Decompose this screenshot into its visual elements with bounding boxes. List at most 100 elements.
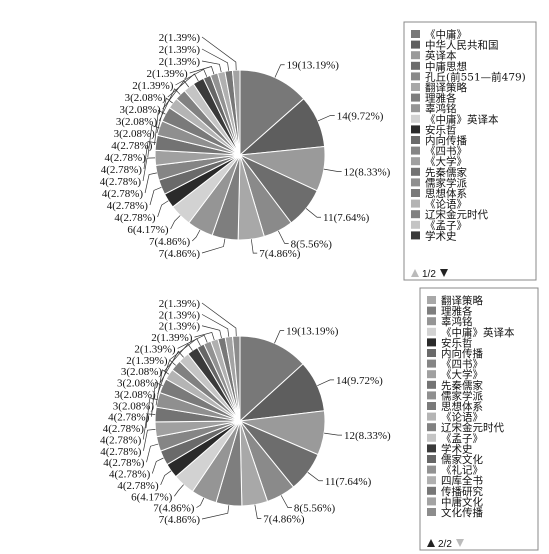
legend-item-label: 翻译策略 [441, 294, 483, 307]
legend: 《中庸》中华人民共和国英译本中庸思想孔丘(前551—前479)翻译策略理雅各辜鸿… [403, 21, 537, 281]
slice-value-label: 4(2.78%) [111, 140, 153, 152]
legend-swatch [411, 114, 420, 123]
slice-leader-line [149, 186, 162, 206]
slice-leader-line [201, 302, 237, 337]
legend-swatch [427, 338, 436, 347]
legend-item-label: 中华人民共和国 [425, 39, 499, 52]
legend-swatch [411, 231, 420, 240]
legend-swatch [411, 83, 420, 91]
slice-value-label: 2(1.39%) [151, 332, 193, 344]
pie-slice [239, 335, 304, 423]
legend-swatch [427, 508, 436, 516]
pie-chart-top: 19(13.19%) 14(9.72%) 12(8.33%) 11(7.64%) 8(5… [100, 21, 537, 281]
slice-value-label: 4(2.78%) [109, 469, 151, 481]
slice-value-label: 19(13.19%) [286, 326, 339, 338]
slice-value-label: 4(2.78%) [117, 480, 159, 492]
slice-value-label: 6(4.17%) [127, 224, 169, 236]
slice-value-label: 2(1.39%) [159, 56, 201, 68]
slice-leader-line [201, 48, 230, 71]
slice-value-label: 3(2.08%) [117, 378, 159, 390]
legend-swatch [427, 465, 436, 474]
legend-item-label: 孔丘(前551—前479) [425, 70, 526, 83]
legend-page-up-icon[interactable] [427, 539, 435, 547]
slice-value-label: 2(1.39%) [132, 80, 174, 92]
legend-swatch [411, 189, 420, 197]
legend-page-down-icon[interactable] [456, 539, 464, 547]
slice-value-label: 4(2.78%) [103, 423, 145, 435]
slice-value-label: 3(2.08%) [114, 128, 156, 140]
slice-leader-line [317, 379, 335, 387]
legend-item-label: 《中庸》英译本 [441, 326, 515, 339]
legend-swatch [411, 51, 420, 60]
legend-swatch [427, 306, 436, 315]
slice-leader-line [174, 484, 184, 497]
slice-value-label: 2(1.39%) [159, 44, 201, 56]
legend-swatch [427, 412, 436, 421]
legend-item-label: 辜鸿铭 [425, 102, 457, 115]
slice-leader-line [201, 314, 230, 337]
legend-item-label: 传播研究 [441, 485, 483, 498]
legend-item-label: 思想体系 [441, 400, 483, 413]
legend-swatch [411, 167, 420, 176]
legend-item-label: 《孟子》 [441, 433, 483, 445]
slice-value-label: 12(8.33%) [344, 430, 391, 442]
slice-leader-line [143, 429, 156, 451]
slice-leader-line [157, 359, 176, 395]
slice-leader-line [274, 330, 285, 344]
slice-value-label: 4(2.78%) [100, 176, 142, 188]
legend-swatch [427, 402, 436, 410]
slice-leader-line [194, 331, 215, 341]
slice-leader-line [155, 369, 170, 406]
slice-value-label: 2(1.39%) [126, 355, 168, 367]
legend-swatch [427, 359, 436, 368]
legend-page-indicator: 2/2 [438, 539, 452, 550]
slice-value-label: 8(5.56%) [294, 503, 336, 515]
legend-item-label: 辜鸿铭 [441, 315, 473, 328]
legend-swatch [427, 486, 436, 495]
legend: 翻译策略理雅各辜鸿铭《中庸》英译本安乐哲内向传播《四书》《大学》先秦儒家儒家学派… [419, 287, 539, 551]
legend-item-label: 《中庸》 [425, 28, 467, 41]
slice-value-label: 14(9.72%) [336, 375, 383, 387]
legend-swatch [411, 61, 420, 70]
slice-leader-line [278, 230, 289, 244]
legend-item-label: 《四书》 [441, 359, 483, 371]
slice-leader-line [201, 36, 237, 71]
legend-item-label: 《论语》 [425, 198, 467, 211]
legend-item-label: 安乐哲 [441, 336, 473, 349]
slice-value-label: 11(7.64%) [323, 212, 370, 224]
legend-swatch [427, 370, 436, 379]
slice-leader-line [201, 505, 230, 520]
legend-swatch [427, 476, 436, 485]
legend-item-label: 内向传播 [425, 134, 467, 147]
slice-leader-line [323, 168, 342, 172]
legend-item-label: 辽宋金元时代 [425, 208, 488, 221]
legend-swatch [427, 455, 436, 463]
slice-value-label: 7(4.86%) [149, 236, 191, 248]
slice-value-label: 7(4.86%) [259, 248, 301, 260]
slice-value-label: 4(2.78%) [105, 152, 147, 164]
slice-value-label: 4(2.78%) [114, 212, 156, 224]
legend-page-up-icon[interactable] [411, 269, 419, 277]
slice-value-label: 19(13.19%) [287, 60, 340, 72]
legend-swatch [427, 327, 436, 336]
slice-value-label: 4(2.78%) [102, 188, 144, 200]
legend-page-down-icon[interactable] [440, 269, 448, 277]
legend-swatch [411, 104, 420, 113]
legend-box [403, 21, 537, 281]
slice-leader-line [147, 125, 160, 158]
legend-item-label: 理雅各 [441, 305, 473, 318]
slice-leader-line [274, 64, 285, 78]
legend-item-label: 思想体系 [425, 187, 467, 200]
slice-leader-line [250, 239, 258, 254]
legend-item-label: 儒家学派 [441, 389, 483, 402]
slice-leader-line [189, 66, 215, 75]
slice-leader-line [254, 504, 262, 519]
legend-swatch [411, 178, 420, 187]
slice-value-label: 2(1.39%) [146, 68, 188, 80]
slice-leader-line [157, 200, 169, 218]
legend-swatch [427, 423, 436, 432]
legend-swatch [411, 136, 420, 144]
legend-swatch [411, 146, 420, 155]
legend-swatch [411, 199, 420, 208]
slice-value-label: 12(8.33%) [344, 166, 391, 178]
